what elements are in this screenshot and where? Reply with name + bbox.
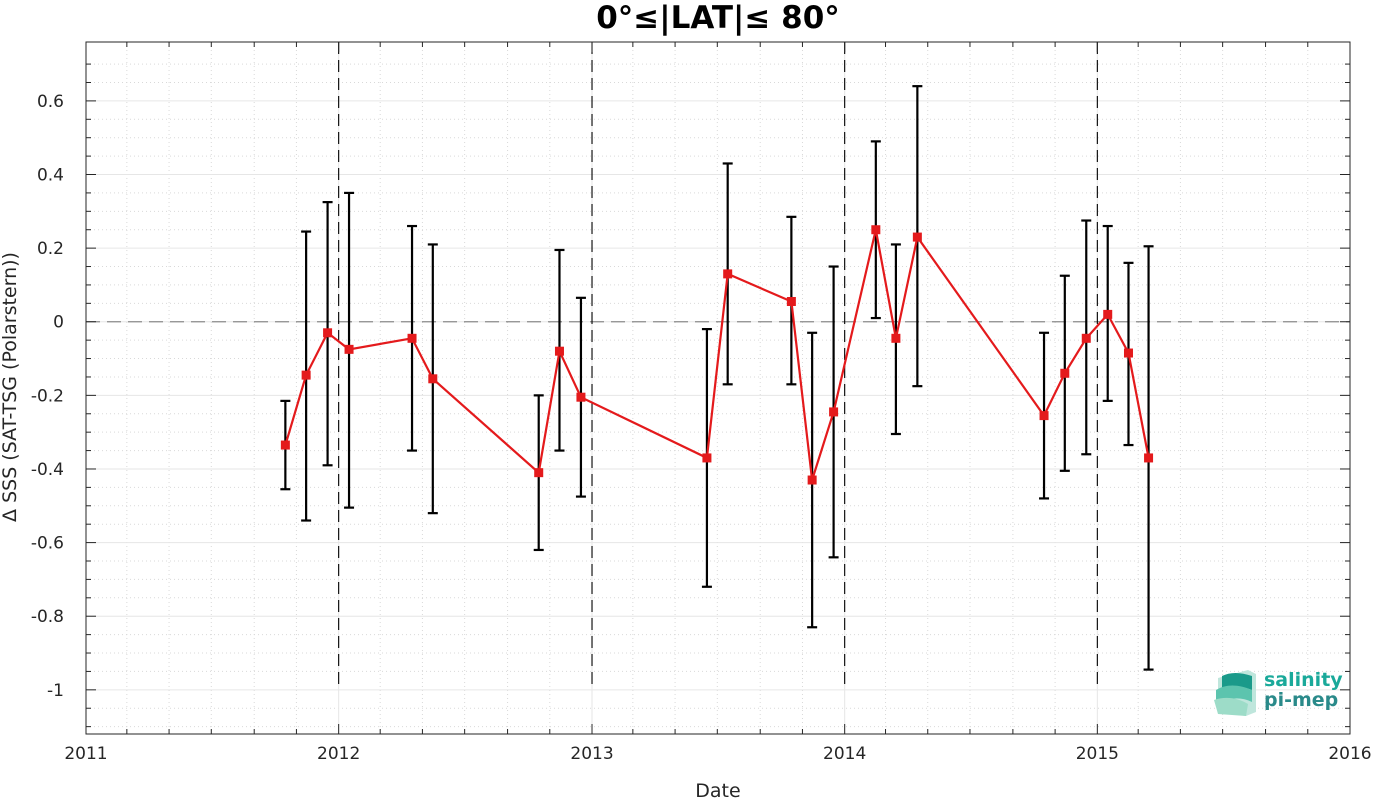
tick-labels: 2011 2012 2013 2014 2015 2016 -1 -0.8 -0.6 -0.4 -0… xyxy=(31,92,1372,764)
y-axis-label: Δ SSS (SAT-TSG (Polarstern)) xyxy=(0,252,21,522)
major-grid xyxy=(85,42,1351,734)
y-tick-label: -0.4 xyxy=(31,460,64,480)
data-point-marker xyxy=(344,344,354,354)
plot-area-border xyxy=(85,41,1351,735)
data-point-marker xyxy=(534,468,544,478)
reference-lines xyxy=(86,42,1350,690)
x-tick-label: 2013 xyxy=(570,744,613,764)
y-tick-label: -0.8 xyxy=(31,607,64,627)
axis-ticks xyxy=(85,42,1351,734)
data-point-marker xyxy=(323,328,333,338)
y-tick-label: 0.2 xyxy=(37,239,64,259)
x-tick-label: 2014 xyxy=(823,744,866,764)
series-line xyxy=(280,225,1154,485)
y-tick-label: -0.6 xyxy=(31,534,64,554)
data-point-marker xyxy=(702,453,712,463)
data-point-marker xyxy=(554,346,564,356)
data-point-marker xyxy=(1060,368,1070,378)
data-point-marker xyxy=(280,440,290,450)
y-tick-label: -1 xyxy=(47,681,64,701)
logo-line1: salinity xyxy=(1264,669,1343,691)
salinity-pi-mep-logo: salinity pi-mep xyxy=(1214,669,1343,716)
data-point-marker xyxy=(1144,453,1154,463)
data-point-marker xyxy=(829,407,839,417)
data-point-marker xyxy=(1123,348,1133,358)
y-tick-label: -0.2 xyxy=(31,386,64,406)
data-point-marker xyxy=(786,297,796,306)
y-tick-label: 0.4 xyxy=(37,166,64,186)
y-tick-label: 0.6 xyxy=(37,92,64,112)
minor-grid xyxy=(86,42,1350,734)
x-tick-label: 2012 xyxy=(317,744,360,764)
data-point-marker xyxy=(407,333,417,343)
wave-icon xyxy=(1214,670,1256,716)
data-point-marker xyxy=(1103,309,1113,319)
data-point-marker xyxy=(428,374,438,384)
y-tick-label: 0 xyxy=(53,313,64,333)
x-tick-label: 2015 xyxy=(1076,744,1119,764)
data-point-marker xyxy=(1081,333,1091,343)
data-point-marker xyxy=(723,269,733,279)
logo-line2: pi-mep xyxy=(1264,689,1338,711)
data-point-marker xyxy=(807,475,817,485)
x-tick-label: 2011 xyxy=(64,744,107,764)
chart-title: 0°≤|LAT|≤ 80° xyxy=(596,0,840,36)
data-point-marker xyxy=(576,392,586,402)
data-point-marker xyxy=(871,225,881,235)
x-axis-label: Date xyxy=(695,780,740,801)
data-point-marker xyxy=(301,370,311,380)
plot-frame xyxy=(85,41,1351,735)
data-point-marker xyxy=(1039,411,1049,421)
data-point-marker xyxy=(891,333,901,343)
data-point-marker xyxy=(912,232,922,242)
x-tick-label: 2016 xyxy=(1328,744,1371,764)
